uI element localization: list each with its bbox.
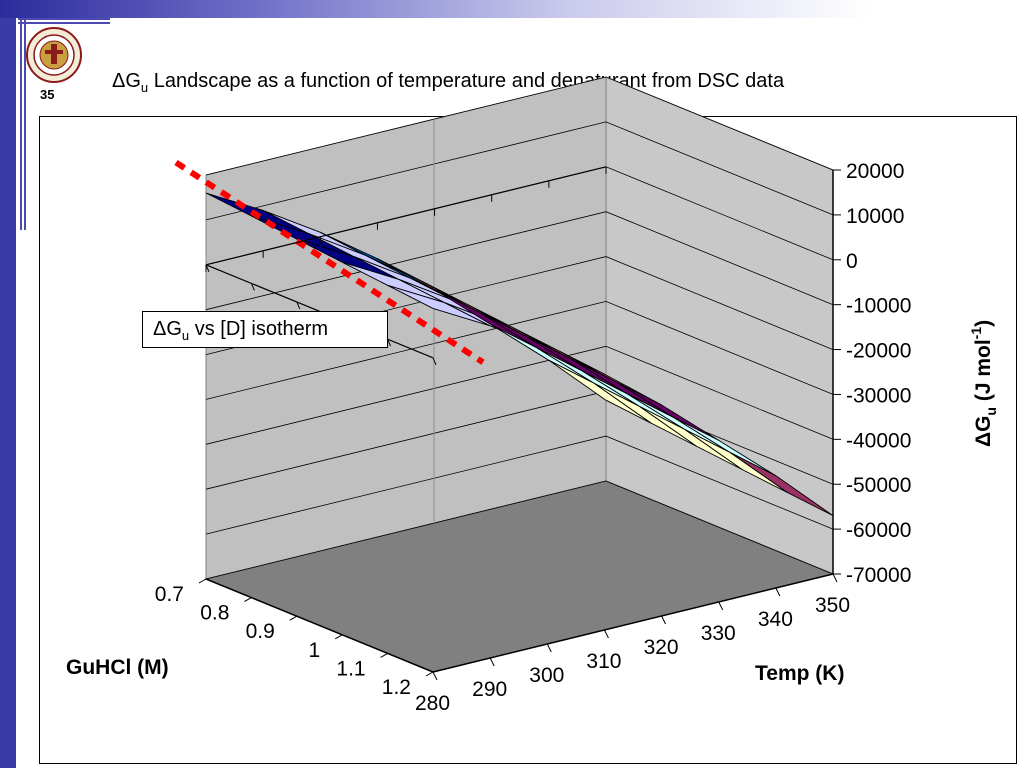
guhcl-axis-tick — [198, 578, 207, 584]
zero-plane-temp-axis — [205, 166, 607, 266]
temp-tick-label: 310 — [586, 650, 621, 673]
z-tick-label: 0 — [846, 250, 858, 273]
z-tick-label: -70000 — [846, 564, 911, 587]
temp-axis-tick — [432, 671, 438, 681]
university-seal-logo — [26, 27, 82, 83]
z-tick-label: -60000 — [846, 519, 911, 542]
slide-sidebar-band — [0, 0, 16, 768]
decor-line — [24, 18, 26, 230]
temp-axis-tick — [661, 615, 667, 625]
z-tick-label: -30000 — [846, 384, 911, 407]
guhcl-tick-label: 0.9 — [246, 620, 275, 643]
z-tick-label: 20000 — [846, 160, 904, 183]
temp-axis-tick — [775, 587, 781, 597]
temp-axis-tick — [832, 573, 838, 583]
temp-tick-label: 330 — [701, 622, 736, 645]
temp-tick-label: 280 — [415, 692, 450, 715]
temp-axis-tick — [603, 629, 609, 639]
z-gridline — [205, 76, 834, 176]
guhcl-tick-label: 1 — [309, 639, 321, 662]
zero-plane-tick — [250, 283, 255, 291]
chart-labels: 20000 10000 0 -10000 -20000 -30000 -40000 -5000… — [66, 160, 999, 715]
z-gridline — [205, 345, 834, 445]
z-axis-title: ΔGu (J mol-1) — [968, 320, 999, 447]
temp-tick-label: 300 — [529, 664, 564, 687]
guhcl-tick-label: 1.1 — [336, 657, 365, 680]
temp-axis-tick — [489, 657, 495, 667]
z-gridline — [205, 121, 834, 221]
chart-walls — [204, 76, 835, 673]
temp-axis-line — [432, 573, 834, 673]
guhcl-tick-label: 0.7 — [155, 583, 184, 606]
title-subscript: u — [140, 80, 149, 95]
z-tick-label: -10000 — [846, 295, 911, 318]
guhcl-axis-tick — [289, 615, 298, 621]
slide-top-band — [0, 0, 1024, 18]
temp-tick-label: 290 — [472, 678, 507, 701]
guhcl-axis-title: GuHCl (M) — [66, 656, 169, 679]
guhcl-axis-line — [205, 578, 434, 673]
slide-number: 35 — [40, 87, 55, 102]
callout-text: vs [D] isotherm — [189, 318, 329, 340]
zero-plane-tick — [205, 264, 210, 272]
guhcl-tick-label: 0.8 — [200, 602, 229, 625]
temp-tick-label: 350 — [815, 594, 850, 617]
isotherm-dashed-line — [174, 159, 485, 365]
chart-surface — [174, 159, 834, 517]
z-gridline — [205, 300, 834, 400]
guhcl-axis-tick — [425, 671, 434, 677]
z-tick-label: -40000 — [846, 429, 911, 452]
z-gridline — [205, 480, 834, 580]
z-tick-label: -20000 — [846, 340, 911, 363]
z-tick-label: -50000 — [846, 474, 911, 497]
zero-plane-tick — [387, 338, 392, 347]
decor-line — [18, 18, 110, 20]
title-delta-g: ΔG — [112, 70, 141, 92]
temp-axis-tick — [546, 643, 552, 653]
z-gridline — [205, 435, 834, 535]
z-tick-label: 10000 — [846, 205, 904, 228]
temp-axis-tick — [718, 601, 724, 611]
isotherm-callout: ΔGu vs [D] isotherm — [142, 311, 388, 348]
guhcl-axis-tick — [380, 652, 388, 658]
guhcl-tick-label: 1.2 — [382, 676, 411, 699]
guhcl-axis-tick — [334, 634, 343, 640]
zero-plane-tick — [432, 357, 437, 365]
decor-line — [20, 18, 22, 230]
callout-subscript: u — [181, 328, 190, 343]
temp-tick-label: 340 — [758, 608, 793, 631]
temp-axis-title: Temp (K) — [755, 662, 844, 685]
guhcl-axis-tick — [244, 597, 252, 603]
zero-plane-tick — [296, 301, 301, 310]
z-gridline — [205, 211, 834, 311]
callout-delta-g: ΔG — [153, 318, 182, 340]
decor-line — [18, 22, 110, 24]
temp-tick-label: 320 — [644, 636, 679, 659]
